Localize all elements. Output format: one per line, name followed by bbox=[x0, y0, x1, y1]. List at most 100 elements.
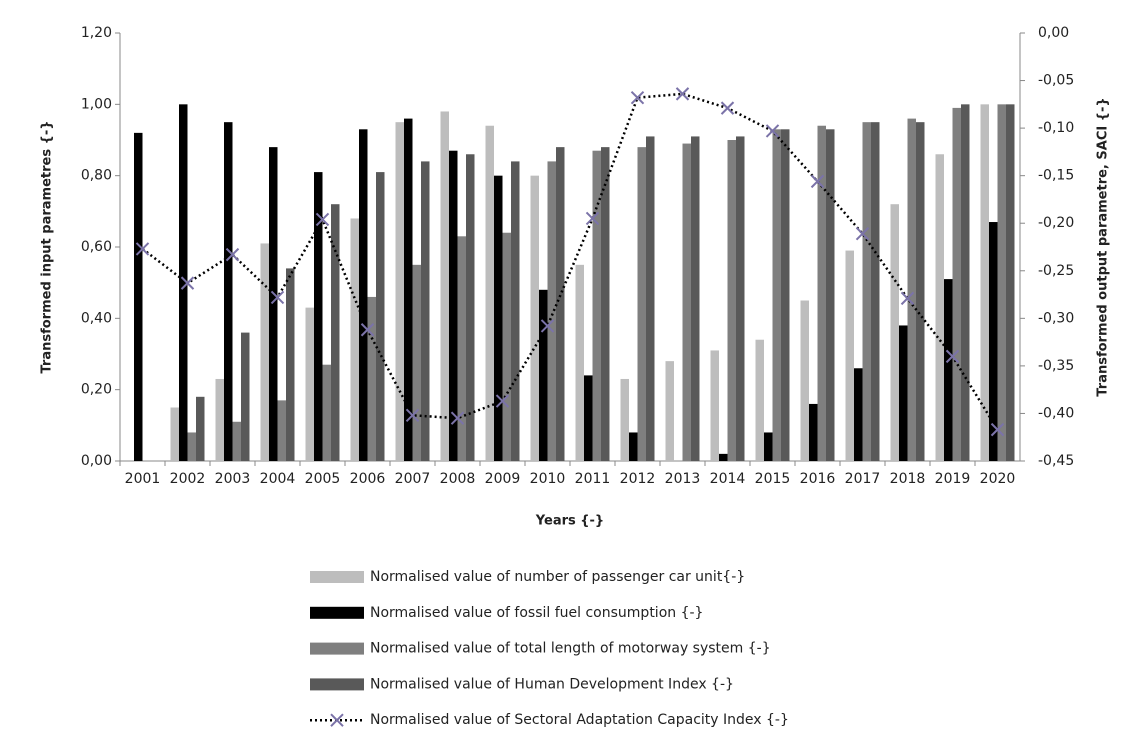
bar bbox=[809, 403, 818, 461]
legend-swatch bbox=[310, 606, 364, 619]
y-tick-label: 0,20 bbox=[81, 382, 112, 398]
saci-marker bbox=[585, 211, 600, 226]
bar bbox=[997, 104, 1006, 461]
bar bbox=[736, 136, 745, 461]
bar bbox=[800, 300, 809, 461]
bar bbox=[305, 307, 314, 461]
bar bbox=[269, 147, 278, 461]
y-tick-label: 0,40 bbox=[81, 310, 112, 326]
bar bbox=[232, 421, 241, 461]
bar bbox=[727, 140, 736, 461]
legend-label: Normalised value of Human Development In… bbox=[370, 676, 734, 692]
bar bbox=[224, 122, 233, 462]
bar bbox=[359, 129, 368, 462]
bar bbox=[961, 104, 970, 461]
x-tick-label: 2007 bbox=[395, 471, 431, 487]
x-axis-title: Years {-} bbox=[535, 514, 604, 529]
bar bbox=[539, 289, 548, 461]
bar bbox=[682, 143, 691, 462]
bar bbox=[134, 132, 143, 461]
bar bbox=[449, 150, 458, 461]
bar bbox=[331, 204, 340, 461]
y2-tick-label: -0,05 bbox=[1038, 73, 1074, 89]
y2-tick-label: -0,40 bbox=[1038, 405, 1074, 421]
saci-marker bbox=[180, 276, 195, 290]
saci-marker bbox=[360, 323, 375, 337]
bar bbox=[584, 375, 593, 461]
x-tick-label: 2011 bbox=[575, 471, 611, 487]
legend-swatch bbox=[310, 678, 364, 691]
bar bbox=[395, 122, 404, 462]
x-tick-label: 2015 bbox=[755, 471, 791, 487]
y2-tick-label: -0,15 bbox=[1038, 168, 1074, 184]
bar bbox=[530, 175, 539, 461]
bar bbox=[457, 236, 466, 461]
bar bbox=[494, 175, 503, 461]
bar bbox=[440, 111, 449, 461]
bar bbox=[412, 264, 421, 461]
bar bbox=[710, 350, 719, 461]
legend-swatch bbox=[310, 642, 364, 655]
y2-tick-label: -0,25 bbox=[1038, 263, 1074, 279]
x-tick-label: 2001 bbox=[125, 471, 161, 487]
bar bbox=[817, 125, 826, 461]
bar bbox=[592, 150, 601, 461]
saci-marker bbox=[810, 174, 825, 189]
legend-label: Normalised value of fossil fuel consumpt… bbox=[370, 605, 703, 621]
x-tick-label: 2003 bbox=[215, 471, 251, 487]
x-tick-label: 2013 bbox=[665, 471, 701, 487]
bar bbox=[989, 222, 998, 461]
bar bbox=[215, 378, 224, 461]
bar bbox=[665, 361, 674, 461]
bar bbox=[196, 396, 205, 461]
bar bbox=[637, 147, 646, 461]
legend-label: Normalised value of total length of moto… bbox=[370, 641, 771, 657]
x-tick-label: 2004 bbox=[260, 471, 296, 487]
x-tick-label: 2014 bbox=[710, 471, 746, 487]
legend-marker bbox=[330, 713, 344, 727]
y-tick-label: 0,60 bbox=[81, 239, 112, 255]
saci-line bbox=[141, 92, 999, 431]
bar bbox=[502, 232, 511, 461]
bar bbox=[854, 368, 863, 461]
x-tick-label: 2009 bbox=[485, 471, 521, 487]
bar bbox=[314, 172, 323, 461]
bar bbox=[629, 432, 638, 461]
y2-tick-label: -0,10 bbox=[1038, 120, 1074, 136]
saci-marker bbox=[405, 408, 420, 423]
saci-marker bbox=[900, 291, 915, 306]
bar bbox=[935, 154, 944, 461]
x-tick-label: 2006 bbox=[350, 471, 386, 487]
y-tick-label: 0,80 bbox=[81, 168, 112, 184]
y-tick-label: 1,00 bbox=[81, 96, 112, 112]
bar bbox=[241, 332, 250, 461]
y2-tick-label: -0,35 bbox=[1038, 358, 1074, 374]
x-tick-label: 2018 bbox=[890, 471, 926, 487]
y-axis-title: Transformed input parametres {-} bbox=[40, 120, 55, 373]
bar bbox=[350, 218, 359, 461]
x-tick-label: 2005 bbox=[305, 471, 341, 487]
saci-marker bbox=[135, 242, 150, 256]
bar bbox=[871, 122, 880, 462]
bar bbox=[404, 118, 413, 461]
bar bbox=[485, 125, 494, 461]
saci-marker bbox=[630, 90, 645, 105]
bar bbox=[691, 136, 700, 461]
y2-tick-label: 0,00 bbox=[1038, 25, 1069, 41]
bar bbox=[862, 122, 871, 462]
bar bbox=[575, 264, 584, 461]
bar bbox=[376, 172, 385, 461]
x-tick-label: 2010 bbox=[530, 471, 566, 487]
saci-marker bbox=[495, 394, 510, 408]
saci-marker bbox=[945, 349, 960, 364]
y-tick-label: 1,20 bbox=[81, 25, 112, 41]
bar bbox=[755, 339, 764, 461]
bar bbox=[826, 129, 835, 462]
bar bbox=[1006, 104, 1015, 461]
x-tick-label: 2017 bbox=[845, 471, 881, 487]
bar bbox=[907, 118, 916, 461]
y2-tick-label: -0,20 bbox=[1038, 215, 1074, 231]
saci-marker bbox=[225, 247, 240, 262]
x-tick-label: 2002 bbox=[170, 471, 206, 487]
bar bbox=[556, 147, 565, 461]
